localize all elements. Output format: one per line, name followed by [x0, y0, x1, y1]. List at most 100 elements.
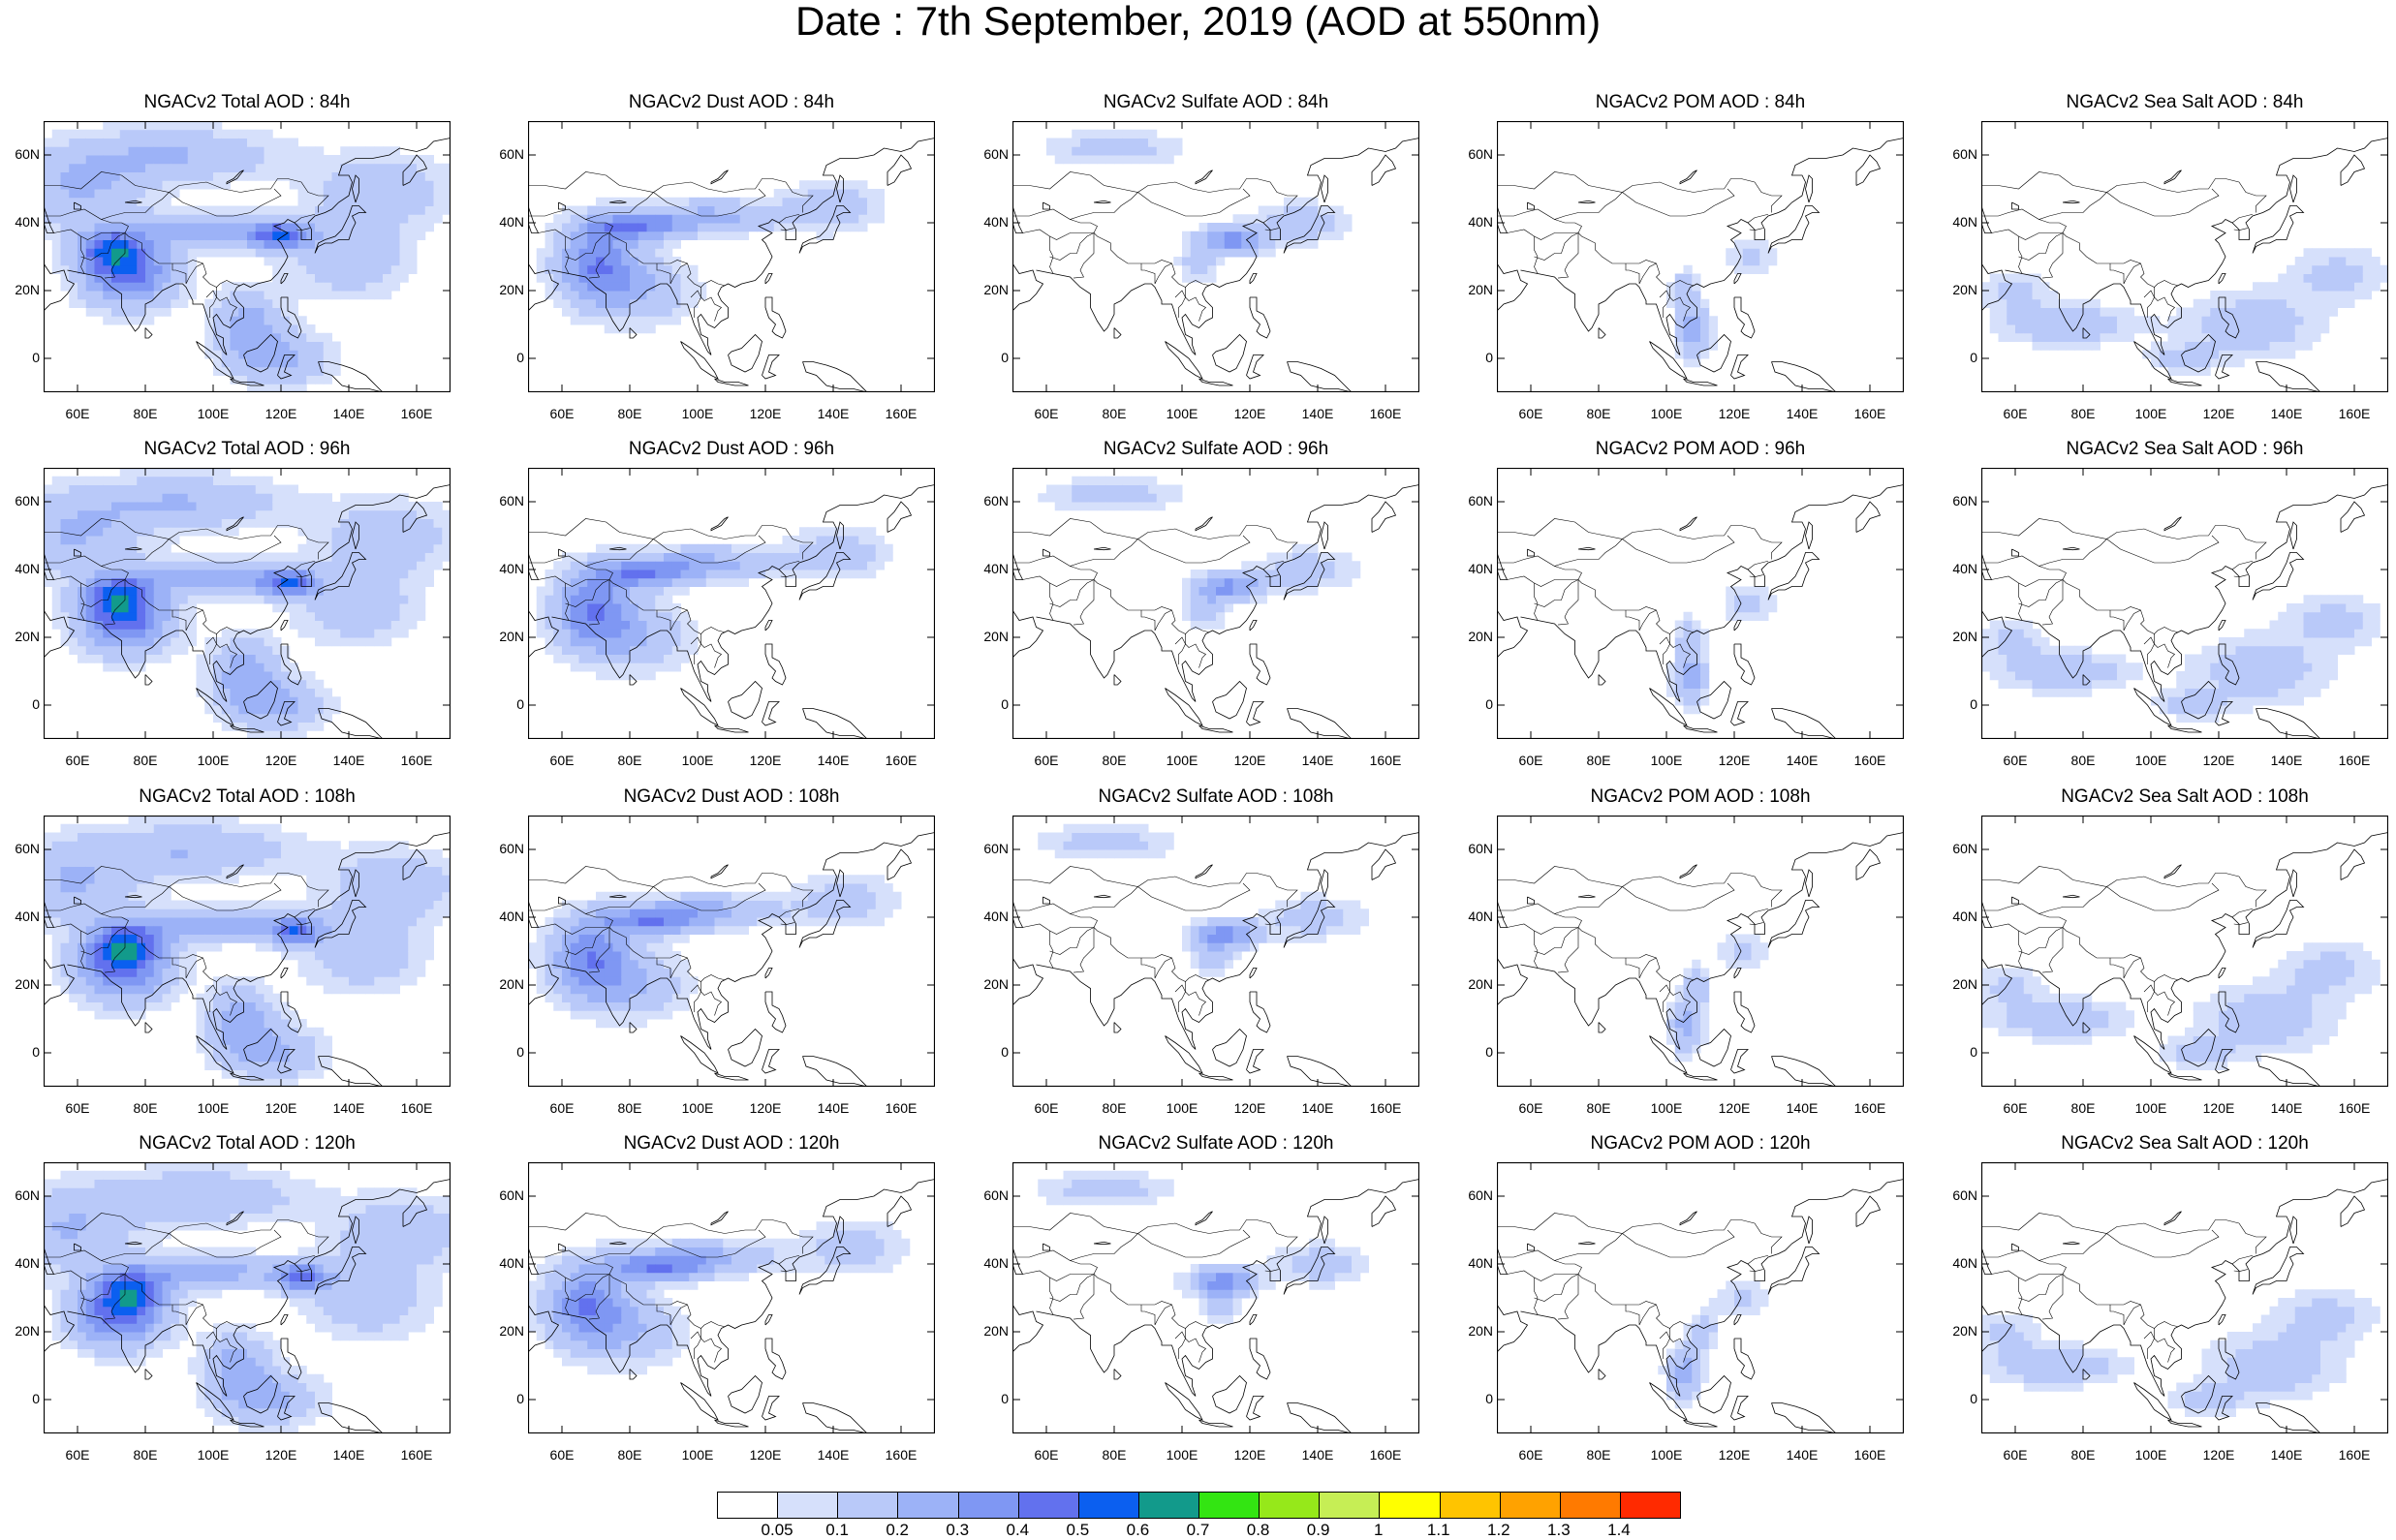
aod-cell — [723, 198, 731, 206]
aod-cell — [774, 553, 783, 562]
aod-cell — [579, 587, 588, 596]
aod-cell — [672, 553, 681, 562]
aod-cell — [655, 316, 664, 324]
aod-cell — [1692, 689, 1700, 697]
country-border — [1050, 233, 1095, 261]
aod-cell — [154, 502, 163, 510]
aod-cell — [613, 274, 622, 283]
aod-cell — [340, 553, 349, 562]
aod-cell — [231, 493, 239, 502]
aod-cell — [340, 561, 349, 570]
aod-cell — [290, 612, 298, 621]
aod-cell — [306, 527, 315, 536]
aod-cell — [1990, 291, 1999, 299]
aod-cell — [290, 578, 298, 587]
aod-cell — [2236, 637, 2245, 646]
aod-cell — [1752, 248, 1760, 257]
aod-cell — [264, 553, 273, 562]
aod-cell — [256, 214, 264, 223]
aod-cell — [715, 570, 724, 578]
aod-cell — [1089, 130, 1098, 139]
aod-cell — [374, 282, 383, 291]
aod-cell — [154, 477, 163, 485]
aod-cell — [2024, 291, 2033, 299]
aod-cell — [2278, 299, 2287, 308]
aod-cell — [137, 960, 145, 969]
aod-cell — [374, 637, 383, 646]
aod-cell — [222, 655, 231, 663]
aod-cell — [264, 587, 273, 596]
aod-cell — [587, 561, 596, 570]
aod-cell — [247, 172, 256, 181]
aod-cell — [61, 477, 70, 485]
aod-cell — [197, 519, 205, 528]
aod-cell — [1089, 493, 1098, 502]
aod-cell — [1352, 561, 1360, 570]
aod-cell — [442, 527, 451, 536]
aod-cell — [647, 206, 656, 215]
aod-cell — [120, 130, 129, 139]
aod-cell — [799, 527, 808, 536]
aod-cell — [197, 527, 205, 536]
aod-cell — [1259, 248, 1267, 257]
aod-cell — [1318, 206, 1326, 215]
aod-cell — [731, 544, 740, 553]
aod-cell — [817, 561, 825, 570]
coastline — [765, 297, 786, 338]
aod-cell — [1692, 291, 1700, 299]
aod-cell — [137, 139, 145, 147]
aod-cell — [163, 130, 171, 139]
aod-cell — [2304, 662, 2313, 671]
aod-cell — [111, 901, 120, 909]
aod-cell — [808, 570, 817, 578]
aod-cell — [204, 502, 213, 510]
aod-cell — [231, 1002, 239, 1011]
aod-cell — [562, 621, 571, 630]
aod-cell — [324, 155, 332, 164]
x-tick-label: 60E — [53, 753, 102, 768]
aod-cell — [1148, 493, 1157, 502]
coastline — [1199, 379, 1233, 385]
aod-cell — [86, 130, 95, 139]
aod-cell — [672, 662, 681, 671]
aod-cell — [2194, 316, 2202, 324]
aod-cell — [1072, 502, 1080, 510]
aod-cell — [86, 189, 95, 198]
aod-cell — [842, 544, 851, 553]
aod-cell — [290, 164, 298, 172]
aod-cell — [256, 510, 264, 519]
aod-cell — [154, 1002, 163, 1011]
aod-cell — [383, 265, 391, 274]
aod-cell — [366, 198, 375, 206]
aod-cell — [290, 274, 298, 283]
aod-cell — [408, 248, 417, 257]
aod-cell — [858, 561, 867, 570]
aod-cell — [129, 841, 138, 849]
aod-cell — [391, 570, 400, 578]
aod-cell — [179, 833, 188, 842]
aod-cell — [231, 358, 239, 367]
aod-cell — [553, 612, 562, 621]
aod-cell — [358, 629, 366, 637]
aod-cell — [2270, 316, 2279, 324]
x-tick-label: 140E — [809, 753, 857, 768]
aod-cell — [95, 139, 104, 147]
aod-cell — [103, 917, 111, 926]
aod-cell — [2320, 603, 2329, 612]
aod-cell — [1675, 655, 1684, 663]
aod-cell — [2236, 342, 2245, 351]
aod-cell — [349, 257, 358, 265]
aod-cell — [2363, 603, 2372, 612]
aod-cell — [799, 570, 808, 578]
aod-cell — [315, 510, 324, 519]
aod-cell — [400, 570, 409, 578]
aod-cell — [171, 240, 179, 249]
aod-cell — [2312, 612, 2320, 621]
aod-cell — [1335, 561, 1344, 570]
aod-cell — [2270, 342, 2279, 351]
aod-cell — [638, 612, 647, 621]
aod-cell — [1675, 646, 1684, 655]
aod-cell — [817, 553, 825, 562]
aod-cell — [324, 350, 332, 358]
aod-cell — [188, 248, 197, 257]
